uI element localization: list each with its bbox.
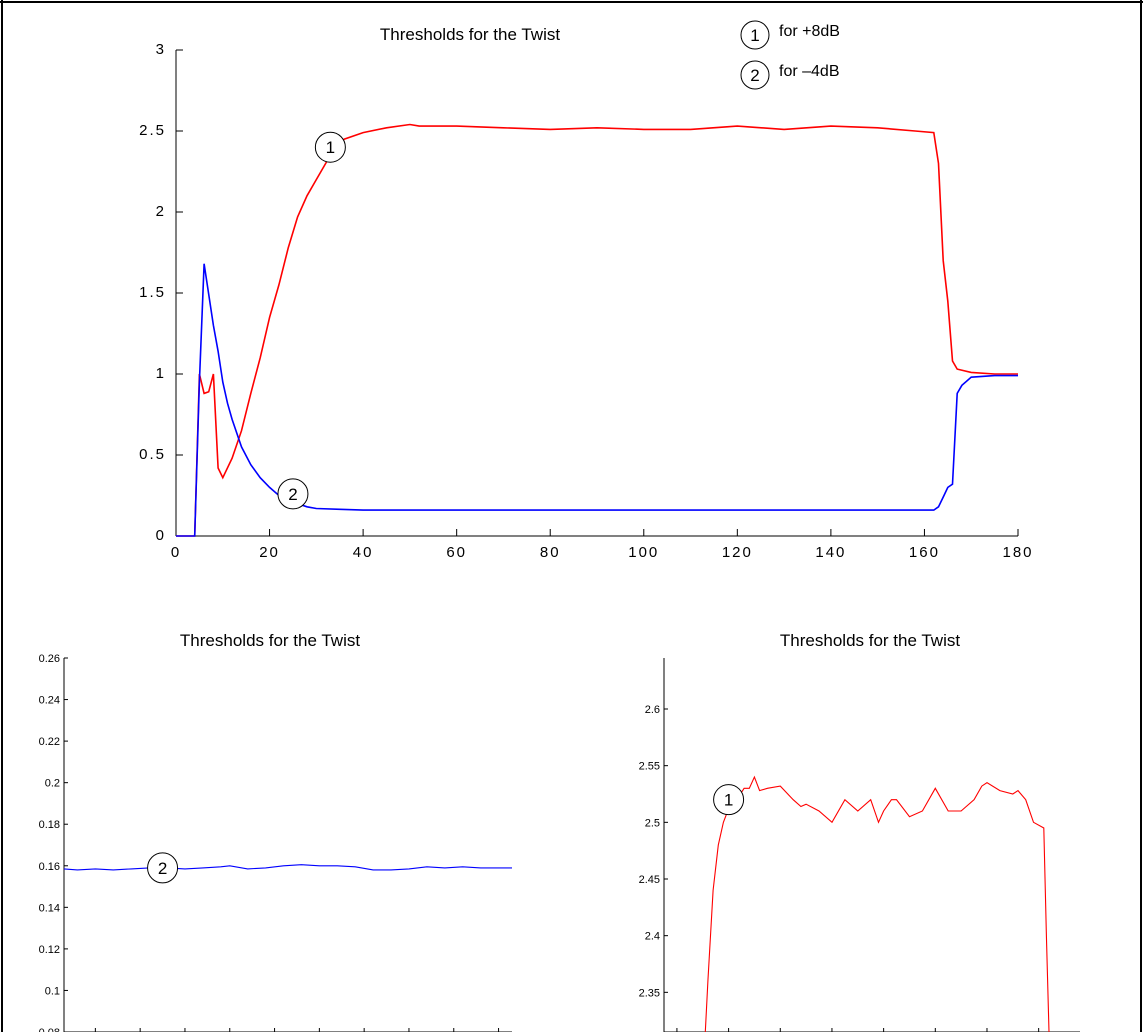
y-tick-label: 0.22: [39, 736, 60, 748]
y-tick-label: 0: [156, 527, 166, 544]
series-line-2: [63, 864, 512, 871]
y-tick-label: 2.5: [139, 122, 166, 139]
chart-title: Thresholds for the Twist: [180, 631, 360, 650]
y-tick-label: 0.08: [39, 1027, 60, 1032]
y-tick-label: 2.55: [639, 761, 660, 773]
legend-marker: [740, 60, 770, 90]
y-tick-label: 0.2: [45, 778, 60, 790]
y-tick-label: 2.35: [639, 987, 660, 999]
annotation-marker-1: [314, 131, 346, 163]
x-tick-label: 0: [171, 544, 181, 561]
legend-marker-label: 1: [750, 26, 759, 45]
series-line-2: [176, 263, 1018, 537]
y-tick-label: 3: [156, 41, 166, 58]
x-tick-label: 100: [628, 544, 659, 561]
y-tick-label: 1.5: [139, 284, 166, 301]
y-tick-label: 0.14: [39, 902, 60, 914]
y-tick-label: 2.5: [645, 817, 660, 829]
annotation-marker-2: [277, 478, 309, 510]
y-tick-label: 1: [156, 365, 166, 382]
legend-marker: [740, 20, 770, 50]
chart-title: Thresholds for the Twist: [380, 25, 560, 44]
x-tick-label: 180: [1002, 544, 1033, 561]
legend-entry-label: for +8dB: [779, 23, 840, 40]
legend-entry-label: for –4dB: [779, 63, 839, 80]
annotation-marker-label: 1: [326, 138, 335, 157]
x-tick-label: 160: [909, 544, 940, 561]
y-tick-label: 0.18: [39, 819, 60, 831]
annotation-marker-label: 2: [288, 485, 297, 504]
x-tick-label: 60: [446, 544, 467, 561]
x-tick-label: 20: [259, 544, 280, 561]
y-tick-label: 2: [156, 203, 166, 220]
main-threshold-chart: Thresholds for the Twist 0 20 40 60 80 100 120…: [139, 20, 1033, 561]
y-tick-label: 0.1: [45, 985, 60, 997]
y-tick-label: 2.45: [639, 874, 660, 886]
chart-legend: 1 for +8dB 2 for –4dB: [740, 20, 840, 90]
zoom-chart-minus-4db: Thresholds for the Twist 0.08 0.1 0.12 0.14…: [39, 631, 512, 1032]
y-tick-label: 2.6: [645, 704, 660, 716]
series-line-1: [176, 123, 1018, 537]
y-tick-label: 0.24: [39, 695, 60, 707]
annotation-marker-1: [713, 784, 745, 816]
series-line-1: [704, 775, 1050, 1032]
annotation-marker-label: 1: [724, 791, 733, 810]
legend-marker-label: 2: [750, 66, 759, 85]
zoom-chart-plus-8db: Thresholds for the Twist 2.35 2.4 2.45 2.5 2…: [639, 631, 1080, 1032]
y-tick-label: 0.26: [39, 653, 60, 665]
y-tick-label: 0.12: [39, 944, 60, 956]
x-tick-label: 140: [815, 544, 846, 561]
annotation-marker-2: [147, 852, 179, 884]
x-tick-label: 120: [722, 544, 753, 561]
y-tick-label: 0.16: [39, 861, 60, 873]
annotation-marker-label: 2: [158, 859, 167, 878]
x-tick-label: 80: [540, 544, 561, 561]
x-tick-label: 40: [353, 544, 374, 561]
y-tick-label: 2.4: [645, 931, 660, 943]
y-tick-label: 0.5: [139, 446, 166, 463]
chart-title: Thresholds for the Twist: [780, 631, 960, 650]
